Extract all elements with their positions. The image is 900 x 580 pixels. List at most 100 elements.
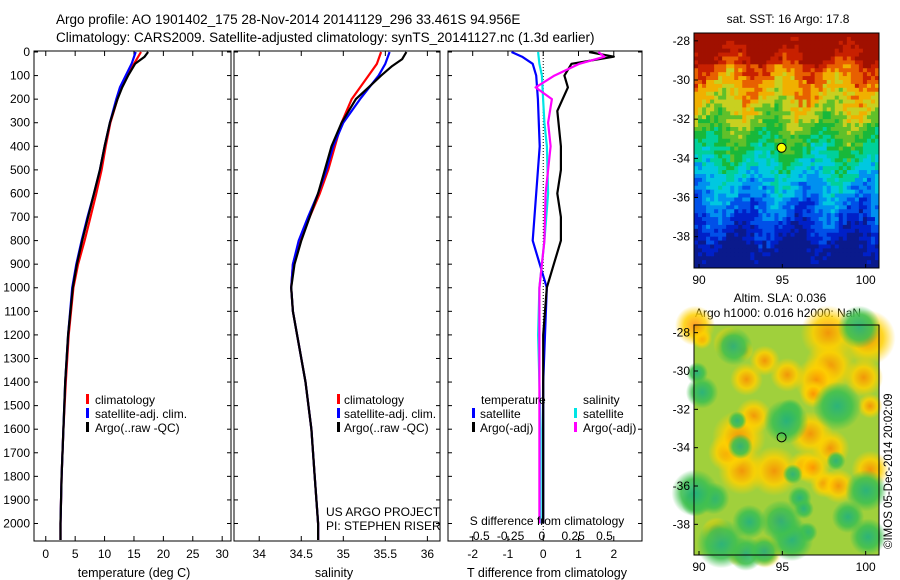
sst-cell	[718, 44, 723, 50]
sst-cell	[754, 150, 759, 155]
sst-cell	[870, 213, 876, 218]
sst-cell	[714, 177, 719, 183]
x-tick-label: 2	[610, 547, 617, 561]
sst-cell	[870, 170, 876, 175]
sst-cell	[810, 134, 816, 140]
sst-cell	[822, 123, 828, 128]
legend-swatch-temp-argo	[472, 422, 475, 432]
sst-cell	[870, 174, 876, 179]
sst-cell	[790, 48, 795, 53]
sst-cell	[738, 119, 743, 124]
sst-cell	[874, 87, 880, 93]
sst-cell	[730, 217, 735, 222]
sst-cell	[838, 99, 844, 104]
sst-cell	[798, 213, 803, 218]
sst-cell	[758, 228, 763, 234]
sst-cell	[758, 68, 763, 73]
sst-cell	[866, 256, 872, 261]
sst-cell	[810, 166, 816, 171]
sst-cell	[850, 60, 856, 65]
sst-cell	[794, 205, 799, 210]
sst-cell	[790, 56, 795, 61]
sst-cell	[818, 134, 824, 140]
sst-cell	[702, 72, 707, 77]
sst-cell	[802, 44, 808, 50]
sst-cell	[806, 197, 812, 202]
sst-cell	[834, 107, 840, 112]
sla-low-blob	[686, 362, 708, 384]
sst-cell	[734, 56, 739, 61]
sst-cell	[778, 52, 783, 57]
sst-cell	[874, 130, 880, 136]
sst-cell	[826, 240, 832, 245]
sst-cell	[822, 228, 828, 234]
sst-cell	[706, 142, 711, 147]
sst-cell	[822, 232, 828, 238]
sst-cell	[730, 134, 735, 140]
sst-cell	[786, 99, 791, 104]
series-line	[290, 51, 383, 540]
sst-cell	[774, 107, 779, 112]
sst-cell	[790, 40, 795, 46]
s-diff-tick-label: -0.5	[469, 529, 490, 543]
s-difference-axis-label: S difference from climatology	[470, 514, 625, 528]
sst-cell	[846, 142, 852, 147]
sst-cell	[842, 256, 848, 261]
sst-cell	[842, 95, 848, 100]
sst-cell	[826, 170, 832, 175]
sst-cell	[698, 68, 703, 73]
sst-cell	[866, 217, 872, 222]
sst-cell	[774, 236, 779, 241]
sst-cell	[810, 170, 816, 175]
sst-cell	[746, 260, 751, 265]
depth-tick-label: 2000	[3, 516, 30, 530]
sst-cell	[790, 221, 795, 226]
sst-cell	[738, 64, 743, 69]
sst-cell	[834, 83, 840, 89]
sst-cell	[774, 232, 779, 238]
sst-cell	[730, 111, 735, 116]
sst-cell	[790, 52, 795, 57]
sst-cell	[722, 44, 727, 50]
sst-cell	[778, 80, 783, 85]
sst-cell	[814, 197, 820, 202]
sst-cell	[790, 201, 795, 206]
sst-cell	[750, 256, 755, 261]
sst-cell	[714, 228, 719, 234]
sst-cell	[722, 52, 727, 57]
sst-cell	[854, 154, 860, 159]
sst-cell	[738, 252, 743, 257]
sst-cell	[714, 130, 719, 136]
sst-cell	[730, 264, 735, 269]
sst-cell	[774, 150, 779, 155]
sst-cell	[826, 68, 832, 73]
sst-cell	[698, 48, 703, 53]
sst-cell	[846, 244, 852, 249]
sst-cell	[850, 224, 856, 230]
sst-cell	[750, 36, 755, 42]
sst-cell	[854, 52, 860, 57]
sst-cell	[730, 170, 735, 175]
sst-cell	[722, 256, 727, 261]
sst-cell	[814, 236, 820, 241]
sst-cell	[874, 213, 880, 218]
sst-cell	[782, 107, 787, 112]
sst-cell	[842, 33, 848, 38]
sst-cell	[826, 166, 832, 171]
sst-cell	[814, 48, 820, 53]
sst-cell	[806, 158, 812, 163]
sst-cell	[822, 224, 828, 230]
sst-cell	[842, 185, 848, 191]
sst-cell	[846, 256, 852, 261]
sst-cell	[698, 40, 703, 46]
sst-cell	[798, 201, 803, 206]
sst-cell	[726, 134, 731, 140]
sst-cell	[798, 244, 803, 249]
sst-cell	[766, 64, 771, 69]
sst-cell	[858, 107, 864, 112]
sst-cell	[778, 228, 783, 234]
s-diff-tick-label: 0.5	[596, 529, 613, 543]
sst-cell	[762, 213, 767, 218]
sst-cell	[770, 170, 775, 175]
sst-cell	[702, 166, 707, 171]
